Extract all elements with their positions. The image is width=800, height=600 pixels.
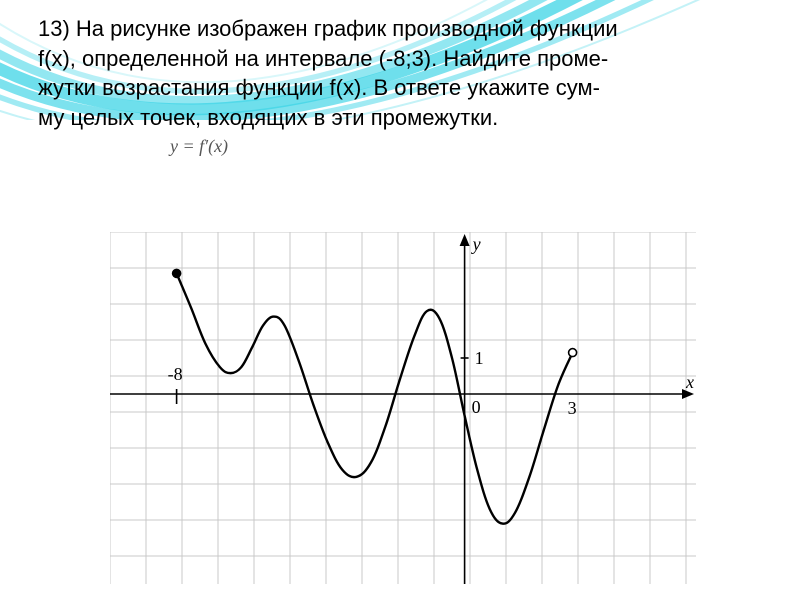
problem-line: му целых точек, входящих в эти промежутк… [38,103,768,133]
chart-svg: -8 0 1 3 x y [110,232,696,584]
svg-text:-8: -8 [168,364,183,384]
svg-text:x: x [685,372,694,392]
problem-text: 13) На рисунке изображен график производ… [0,0,800,133]
svg-text:1: 1 [475,348,484,368]
svg-text:y: y [471,234,481,254]
derivative-chart: -8 0 1 3 x y [110,232,696,584]
formula-label: y = f′(x) [170,136,228,157]
svg-text:3: 3 [568,398,577,418]
svg-text:0: 0 [472,397,481,417]
problem-line: 13) На рисунке изображен график производ… [38,14,768,44]
problem-line: f(x), определенной на интервале (-8;3). … [38,44,768,74]
problem-line: жутки возрастания функции f(x). В ответе… [38,73,768,103]
